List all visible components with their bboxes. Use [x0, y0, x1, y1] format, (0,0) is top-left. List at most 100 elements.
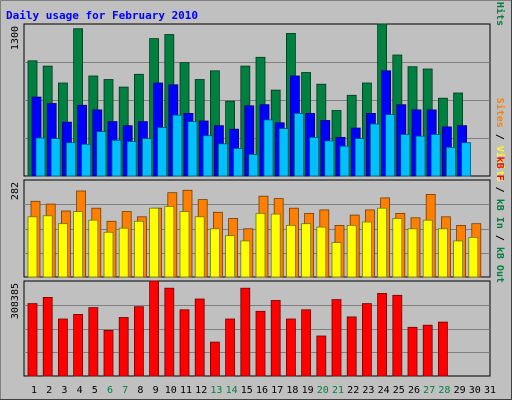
panel-1-pages-bar-6: [111, 139, 122, 177]
panel-3-legend-item-3: kB In: [494, 199, 505, 229]
panel-2-visits-bar-13: [209, 228, 220, 278]
x-tick-label-17: 17: [271, 385, 283, 396]
panel-2-visits-bar-26: [407, 228, 418, 278]
panel-2-visits-bar-14: [225, 235, 236, 278]
panel-1-pages-bar-13: [217, 143, 228, 177]
panel-1-pages-bar-12: [202, 135, 213, 177]
panel-2-visits-bar-3: [58, 223, 68, 278]
panel-3-kb-f-bar-26: [407, 326, 418, 377]
x-tick-label-19: 19: [302, 385, 314, 396]
panel-3-kb-f-bar-17: [270, 300, 281, 377]
panel-2-visits-bar-29: [453, 240, 464, 278]
panel-2-visits-bar-18: [285, 224, 296, 278]
panel-2-visits-bar-10: [164, 206, 175, 278]
x-tick-label-14: 14: [226, 385, 238, 396]
panel-1-pages-bar-29: [461, 142, 472, 177]
panel-1-pages-bar-16: [263, 119, 274, 177]
panel-3-kb-f-bar-10: [164, 287, 175, 377]
panel-1-pages-bar-17: [278, 128, 289, 177]
panel-3-kb-f-bar-19: [301, 309, 312, 377]
panel-3-kb-f-bar-16: [255, 310, 266, 377]
panel-1-pages-bar-3: [66, 142, 76, 177]
panel-3-kb-f-bar-8: [133, 306, 144, 377]
panel-2-visits-bar-4: [73, 211, 83, 278]
panel-3-legend-item-2: /: [494, 181, 505, 199]
x-tick-label-18: 18: [286, 385, 298, 396]
panel-3-kb-f-bar-11: [179, 309, 190, 377]
x-tick-label-24: 24: [378, 385, 390, 396]
panel-3-legend-item-1: kB F: [494, 157, 505, 181]
panel-2-visits-bar-17: [270, 213, 281, 278]
panel-2-visits-bar-2: [42, 215, 53, 278]
panel-3-kb-f-bar-3: [58, 318, 68, 377]
x-tick-label-23: 23: [362, 385, 374, 396]
panel-1-pages-bar-8: [141, 138, 152, 177]
panel-3-kb-f-bar-15: [240, 287, 251, 377]
x-tick-label-27: 27: [423, 385, 435, 396]
panel-1-pages-bar-4: [81, 143, 91, 177]
x-tick-label-26: 26: [408, 385, 420, 396]
x-tick-label-16: 16: [256, 385, 268, 396]
panel-3-kb-f-bar-2: [42, 296, 53, 377]
panel-3-kb-f-bar-24: [377, 292, 388, 377]
panel-1-pages-bar-25: [400, 134, 411, 177]
panel-3-legend: kB F / kB In / kB Out: [494, 157, 505, 283]
panel-2-visits-bar-16: [255, 212, 266, 278]
panel-1-pages-bar-2: [50, 138, 61, 177]
panel-1-pages-bar-20: [324, 140, 335, 177]
panel-1-pages-bar-5: [96, 131, 107, 177]
panel-1-pages-bar-10: [172, 114, 183, 177]
x-tick-label-15: 15: [241, 385, 253, 396]
panel-2-visits-bar-19: [301, 223, 312, 278]
panel-3-kb-f-bar-21: [331, 299, 342, 377]
panel-2-ymax-label: 282: [10, 182, 21, 200]
x-tick-label-11: 11: [180, 385, 192, 396]
x-tick-label-5: 5: [92, 385, 98, 396]
x-tick-label-6: 6: [107, 385, 113, 396]
panel-2-visits-bar-9: [149, 207, 160, 278]
panel-3-kb-f-bar-12: [194, 298, 205, 377]
x-tick-label-10: 10: [165, 385, 177, 396]
x-tick-label-21: 21: [332, 385, 344, 396]
panel-2-visits-bar-25: [392, 218, 403, 278]
panel-3-kb-f-bar-22: [346, 316, 357, 377]
panel-2-visits-bar-27: [422, 219, 433, 278]
panel-3-kb-f-bar-13: [209, 341, 220, 377]
panel-1-pages-bar-15: [248, 153, 259, 177]
panel-2-visits-bar-6: [103, 231, 114, 278]
panel-2-visits-bar-15: [240, 240, 251, 278]
panel-2-legend-item-2: /: [494, 128, 505, 146]
panel-2-visits-bar-11: [179, 211, 190, 278]
panel-2-visits-bar-7: [118, 227, 129, 278]
x-tick-label-3: 3: [61, 385, 67, 396]
panel-1-pages-bar-28: [445, 146, 456, 177]
panel-3-legend-item-5: kB Out: [494, 247, 505, 283]
panel-1-pages-bar-18: [293, 113, 304, 177]
x-tick-label-12: 12: [195, 385, 207, 396]
panel-1-pages-bar-26: [415, 135, 426, 177]
panel-1-pages-bar-19: [309, 136, 320, 177]
panel-1-pages-bar-21: [339, 145, 350, 177]
panel-1-legend: Pages / Files / Hits: [494, 0, 506, 26]
panel-1-pages-bar-27: [430, 134, 441, 177]
panel-2-visits-bar-23: [361, 221, 372, 278]
x-tick-label-2: 2: [46, 385, 52, 396]
x-tick-label-9: 9: [153, 385, 159, 396]
panel-1-pages-bar-11: [187, 121, 198, 177]
panel-2-visits-bar-21: [331, 242, 342, 278]
x-tick-label-4: 4: [77, 385, 83, 396]
panel-2-legend-item-1: Sites: [494, 98, 506, 128]
panel-3-kb-f-bar-27: [422, 324, 433, 377]
panel-1-pages-bar-22: [354, 138, 365, 177]
panel-2-visits-bar-30: [468, 236, 479, 278]
panel-3-kb-f-bar-6: [103, 329, 114, 377]
x-tick-label-30: 30: [469, 385, 481, 396]
x-tick-label-1: 1: [31, 385, 37, 396]
panel-3-kb-f-bar-20: [316, 335, 327, 377]
panel-1-pages-bar-24: [385, 114, 396, 177]
panel-2-visits-bar-1: [27, 216, 38, 278]
panel-3-kb-f-bar-5: [88, 307, 99, 377]
panel-2-visits-bar-5: [88, 219, 99, 278]
panel-1-pages-bar-14: [233, 148, 244, 177]
